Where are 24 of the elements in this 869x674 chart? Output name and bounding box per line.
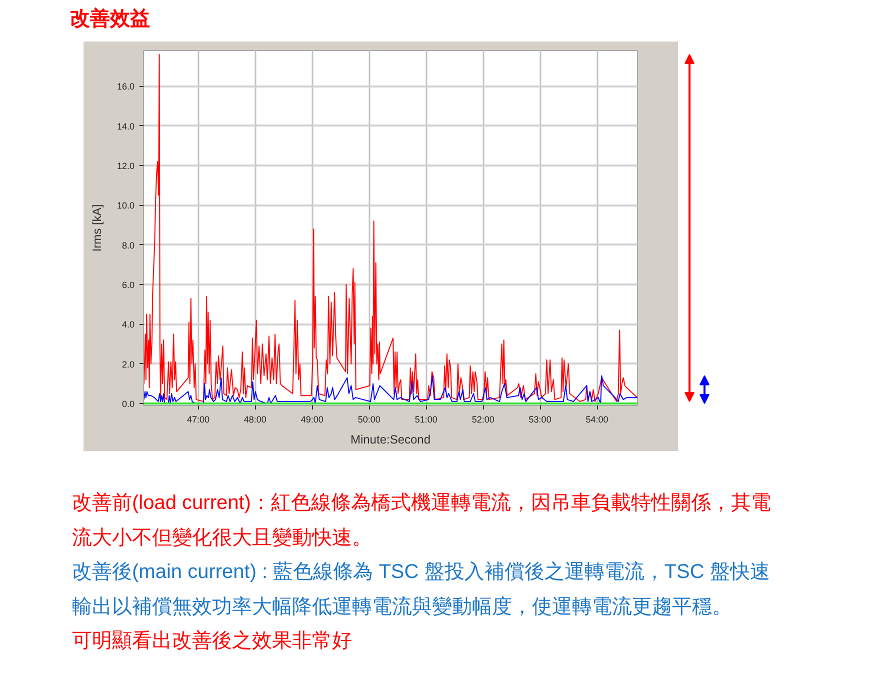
x-tick-label: 48:00 [244, 414, 266, 424]
y-tick-label: 10.0 [116, 200, 135, 211]
text: 可明顯看出改善後之效果非常好 [72, 629, 353, 654]
y-tick-label: 4.0 [122, 320, 135, 330]
text: 改善後(main current) : 藍色線條為 TSC 盤投入補償後之運轉電流，TSC 盤快速輸出以補償無效功率大幅降低運轉電流與變動幅度，使運轉電流更趨平穩。 [72, 560, 771, 620]
x-tick-label: 49:00 [300, 414, 324, 424]
x-tick-label: 51:00 [414, 414, 438, 424]
x-tick-label: 53:00 [528, 414, 552, 424]
text: 改善前(load current)：紅色線條為橋式機運轉電流，因吊車負載特性關係，其電流大小不但變化很大且變動快速。 [72, 491, 772, 550]
y-tick-label: 8.0 [122, 240, 135, 250]
y-tick-label: 0.0 [122, 399, 135, 410]
x-tick-label: 47:00 [186, 414, 210, 424]
chart-title: 改善效益 [70, 7, 150, 31]
x-axis-title: Minute:Second [350, 432, 431, 446]
x-tick-label: 52:00 [472, 414, 494, 424]
y-axis-title: Irms [kA] [90, 204, 104, 252]
y-tick-label: 14.0 [116, 121, 135, 132]
y-tick-label: 12.0 [116, 161, 135, 172]
y-tick-label: 2.0 [122, 359, 135, 370]
y-tick-label: 6.0 [122, 280, 135, 290]
x-tick-label: 54:00 [586, 414, 608, 424]
line-series [144, 54, 638, 402]
x-tick-label: 50:00 [358, 414, 380, 424]
y-tick-label: 16.0 [116, 82, 135, 92]
